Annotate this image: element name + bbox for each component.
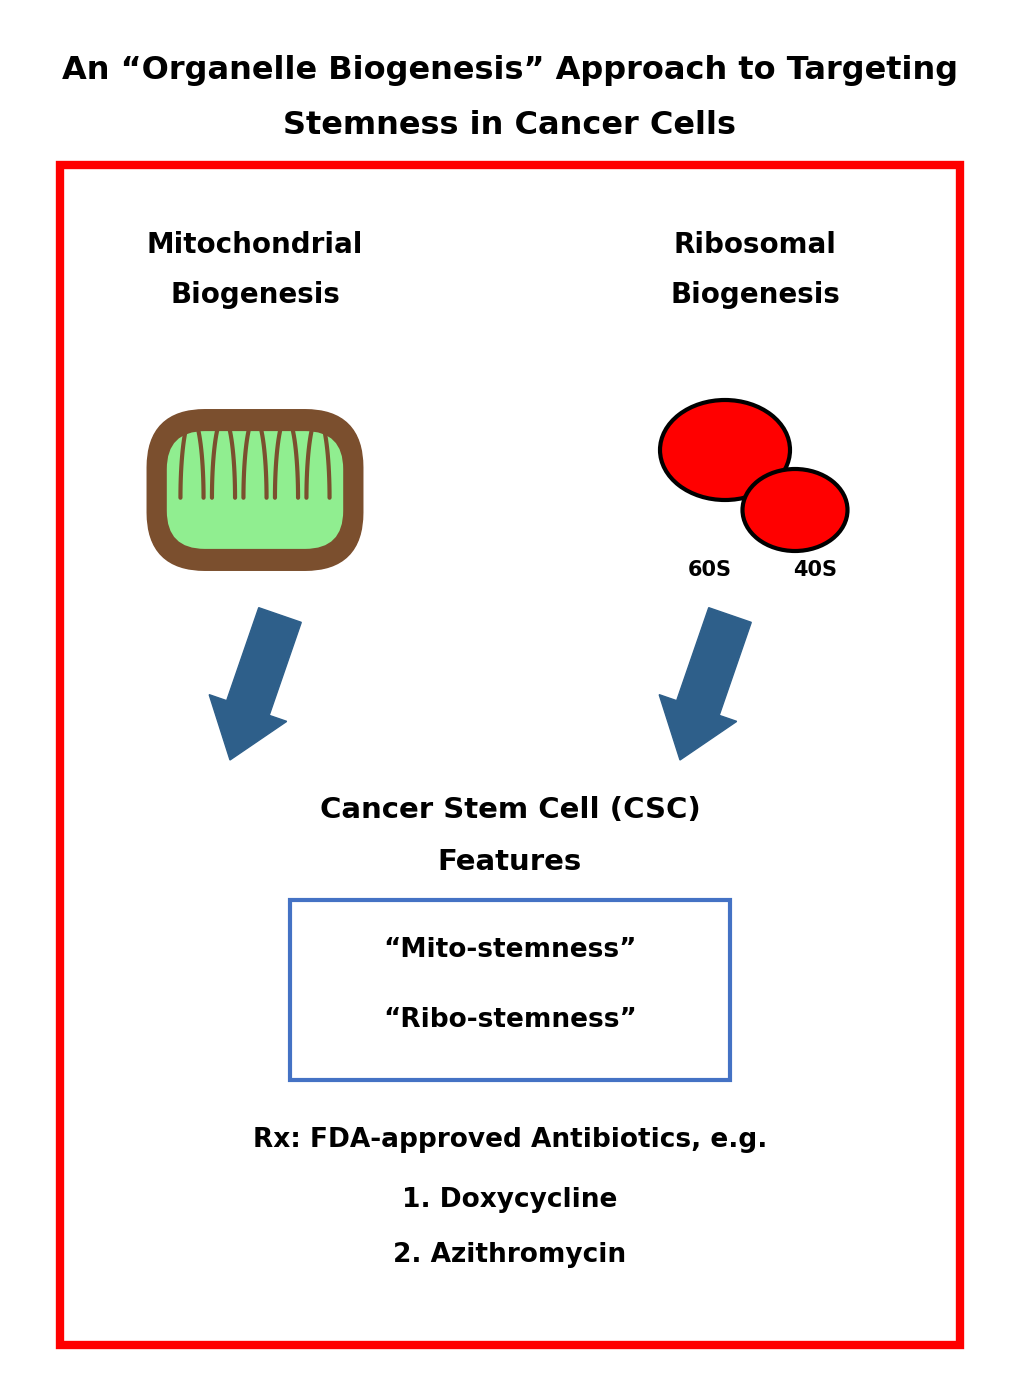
Text: 2. Azithromycin: 2. Azithromycin xyxy=(393,1243,626,1269)
Text: Features: Features xyxy=(437,848,582,877)
Ellipse shape xyxy=(659,400,790,499)
Text: Mitochondrial: Mitochondrial xyxy=(147,231,363,259)
Text: “Ribo-stemness”: “Ribo-stemness” xyxy=(383,1007,636,1033)
Text: Cancer Stem Cell (CSC): Cancer Stem Cell (CSC) xyxy=(319,795,700,824)
Bar xyxy=(289,900,730,1080)
Text: An “Organelle Biogenesis” Approach to Targeting: An “Organelle Biogenesis” Approach to Ta… xyxy=(62,55,957,85)
Ellipse shape xyxy=(742,469,847,550)
FancyArrow shape xyxy=(658,608,751,760)
Text: “Mito-stemness”: “Mito-stemness” xyxy=(383,937,636,963)
FancyBboxPatch shape xyxy=(150,413,360,567)
FancyBboxPatch shape xyxy=(167,431,342,549)
Bar xyxy=(60,165,959,1344)
FancyArrow shape xyxy=(209,608,301,760)
Text: 40S: 40S xyxy=(792,560,837,581)
Text: 1. Doxycycline: 1. Doxycycline xyxy=(401,1187,618,1214)
Text: Stemness in Cancer Cells: Stemness in Cancer Cells xyxy=(283,110,736,140)
Text: Rx: FDA-approved Antibiotics, e.g.: Rx: FDA-approved Antibiotics, e.g. xyxy=(253,1127,766,1153)
Text: 60S: 60S xyxy=(688,560,732,581)
Text: Ribosomal: Ribosomal xyxy=(673,231,836,259)
Text: Biogenesis: Biogenesis xyxy=(669,281,839,310)
Text: Biogenesis: Biogenesis xyxy=(170,281,339,310)
